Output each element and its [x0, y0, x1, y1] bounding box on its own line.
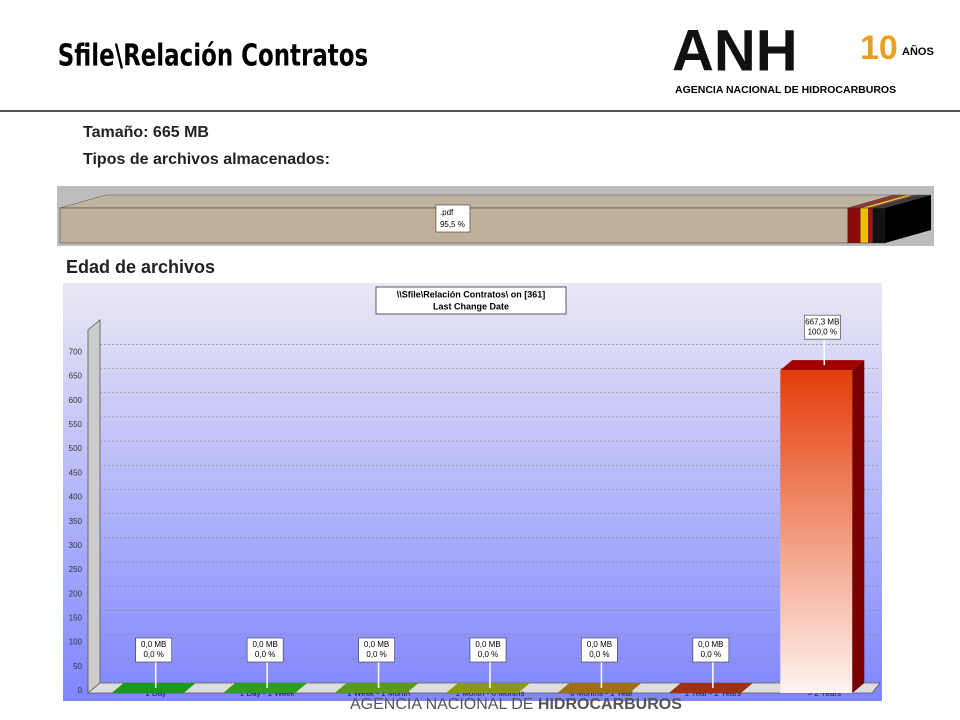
label-box: [358, 637, 395, 663]
logo-years: 10: [860, 29, 898, 67]
bar-side: [852, 360, 865, 693]
value-label: 95,5 %: [440, 220, 465, 229]
y-tick-label: 450: [69, 468, 83, 477]
y-tick-label: 550: [69, 420, 83, 429]
bar: [668, 683, 753, 693]
size-text: Tamaño: 665 MB: [83, 124, 209, 141]
value-label: 0,0 MB: [141, 640, 166, 649]
label-box: [803, 314, 841, 340]
bar: [334, 683, 419, 693]
logo-agency: AGENCIA NACIONAL DE HIDROCARBUROS: [675, 84, 896, 96]
percent-label: 0,0 %: [255, 650, 275, 659]
bar: [223, 683, 308, 693]
label-box: [692, 637, 730, 663]
x-tick-label: 1 Day: [145, 689, 166, 698]
value-label: 0,0 MB: [698, 640, 723, 649]
y-tick-label: 200: [69, 589, 83, 598]
label-box: [246, 637, 284, 663]
y-tick-label: 50: [73, 662, 82, 671]
percent-label: 0,0 %: [366, 650, 386, 659]
percent-label: 0,0 %: [478, 650, 498, 659]
bar: [446, 683, 530, 693]
value-label: 0,0 MB: [364, 640, 389, 649]
label-box: [135, 637, 173, 663]
logo-years-word: AÑOS: [902, 45, 934, 58]
chart-subtitle: Last Change Date: [433, 301, 509, 311]
y-tick-label: 500: [69, 444, 83, 453]
y-tick-label: 150: [69, 614, 83, 623]
segment: [847, 207, 861, 244]
bar-top: [780, 360, 865, 371]
bar: [557, 683, 642, 693]
x-tick-label: 1 Year - 2 Years: [685, 689, 742, 698]
y-tick-label: 0: [78, 686, 83, 695]
age-panel: [63, 283, 882, 701]
bar-end: [885, 195, 931, 243]
y-tick-label: 400: [69, 493, 83, 502]
left-wall: [87, 319, 101, 694]
segment: [860, 207, 869, 244]
y-tick-label: 600: [69, 396, 83, 405]
value-label: 0,0 MB: [252, 640, 277, 649]
series-name: .pdf: [440, 208, 454, 217]
types-heading: Tipos de archivos almacenados:: [83, 151, 330, 168]
y-tick-label: 300: [69, 541, 83, 550]
value-label: 0,0 MB: [475, 640, 500, 649]
value-label: 667,3 MB: [805, 317, 839, 326]
segment: [872, 207, 886, 244]
label-box: [581, 637, 618, 663]
percent-label: 100,0 %: [808, 327, 837, 336]
x-tick-label: > 2 Years: [807, 689, 841, 698]
x-tick-label: 6 Months - 1 Year: [570, 689, 633, 698]
slide-title: Sfile\Relación Contratos: [58, 38, 368, 74]
y-tick-label: 650: [69, 372, 83, 381]
segment: [868, 207, 873, 244]
bar: [111, 683, 196, 693]
logo-mark: ANH: [672, 18, 798, 83]
x-tick-label: 1 Month - 6 Months: [456, 689, 525, 698]
age-heading: Edad de archivos: [66, 257, 215, 277]
label-box: [435, 204, 471, 233]
x-tick-label: 1 Week - 1 Month: [347, 689, 410, 698]
percent-label: 0,0 %: [589, 650, 609, 659]
percent-label: 0,0 %: [143, 650, 163, 659]
label-box: [469, 637, 507, 663]
bar: [780, 370, 853, 693]
footer-agency: AGENCIA NACIONAL DE HIDROCARBUROS: [350, 696, 682, 713]
title-box: [375, 286, 567, 315]
y-tick-label: 250: [69, 565, 83, 574]
y-tick-label: 100: [69, 638, 83, 647]
x-tick-label: 1 Day - 1 Week: [240, 689, 296, 698]
y-tick-label: 700: [69, 347, 83, 356]
segment-top: [59, 194, 894, 209]
percent-label: 0,0 %: [701, 650, 721, 659]
chart-title: \\Sfile\Relación Contratos\ on [361]: [397, 289, 546, 299]
y-tick-label: 350: [69, 517, 83, 526]
value-label: 0,0 MB: [587, 640, 612, 649]
